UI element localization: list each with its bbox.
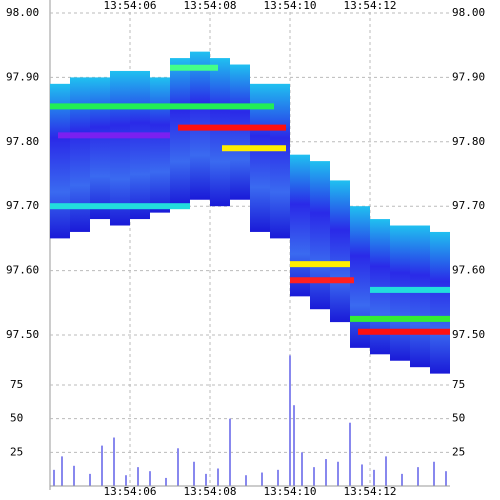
- volume-bar: [301, 452, 303, 486]
- volume-bar: [113, 437, 115, 486]
- volume-bar: [177, 448, 179, 486]
- y-tick-label: 25: [452, 445, 465, 458]
- y-tick-label: 75: [10, 378, 23, 391]
- depth-column: [390, 225, 410, 361]
- depth-column: [50, 83, 70, 239]
- volume-bar: [101, 445, 103, 486]
- volume-bar: [89, 473, 91, 486]
- depth-column: [90, 77, 110, 220]
- volume-bar: [137, 467, 139, 486]
- level-stripe: [58, 132, 170, 139]
- y-tick-label: 97.50: [452, 328, 485, 341]
- volume-bar: [217, 468, 219, 486]
- x-tick-label: 13:54:10: [264, 485, 317, 498]
- depth-column: [330, 180, 350, 323]
- volume-bar: [401, 473, 403, 486]
- level-stripe: [50, 103, 274, 110]
- volume-bar: [229, 418, 231, 486]
- depth-column: [150, 77, 170, 213]
- y-tick-label: 97.50: [6, 328, 39, 341]
- volume-bar: [205, 473, 207, 486]
- level-stripe: [350, 315, 450, 322]
- depth-column: [290, 154, 310, 297]
- volume-bar: [289, 355, 291, 486]
- volume-bar: [417, 467, 419, 486]
- y-tick-label: 97.60: [6, 264, 39, 277]
- level-stripe: [290, 261, 350, 268]
- y-tick-label: 98.00: [452, 6, 485, 19]
- depth-column: [270, 83, 290, 239]
- depth-column: [430, 231, 450, 374]
- volume-bar: [165, 477, 167, 486]
- depth-column: [310, 161, 330, 310]
- volume-bar: [361, 464, 363, 486]
- volume-bar: [261, 472, 263, 486]
- x-tick-label: 13:54:08: [184, 485, 237, 498]
- depth-column: [170, 58, 190, 207]
- y-tick-label: 50: [10, 412, 23, 425]
- y-tick-label: 50: [452, 412, 465, 425]
- volume-bar: [313, 467, 315, 486]
- volume-bar: [277, 469, 279, 486]
- level-stripe: [170, 64, 218, 71]
- volume-bar: [433, 461, 435, 486]
- x-tick-label: 13:54:08: [184, 0, 237, 12]
- y-tick-label: 25: [10, 445, 23, 458]
- depth-column: [130, 70, 150, 220]
- y-tick-label: 97.70: [452, 199, 485, 212]
- y-tick-label: 97.70: [6, 199, 39, 212]
- level-stripe: [178, 124, 286, 131]
- y-tick-label: 97.60: [452, 264, 485, 277]
- depth-column: [70, 77, 90, 232]
- y-tick-label: 97.90: [452, 70, 485, 83]
- x-tick-label: 13:54:12: [344, 0, 397, 12]
- volume-bar: [149, 471, 151, 486]
- volume-bar: [373, 469, 375, 486]
- level-stripe: [222, 145, 286, 152]
- volume-bar: [53, 469, 55, 486]
- volume-bar: [245, 475, 247, 486]
- volume-bar: [73, 465, 75, 486]
- volume-bar: [125, 475, 127, 486]
- level-stripe: [358, 328, 450, 335]
- level-stripe: [50, 203, 190, 210]
- x-tick-label: 13:54:10: [264, 0, 317, 12]
- y-tick-label: 97.80: [6, 135, 39, 148]
- depth-column: [410, 225, 430, 368]
- x-tick-label: 13:54:12: [344, 485, 397, 498]
- y-tick-label: 75: [452, 378, 465, 391]
- volume-bar: [337, 461, 339, 486]
- depth-column: [110, 70, 130, 226]
- x-tick-label: 13:54:06: [104, 0, 157, 12]
- volume-bar: [293, 405, 295, 486]
- level-stripe: [290, 277, 354, 284]
- volume-bar: [193, 461, 195, 486]
- y-tick-label: 97.80: [452, 135, 485, 148]
- depth-column: [230, 64, 250, 200]
- volume-bar: [61, 456, 63, 486]
- y-tick-label: 98.00: [6, 6, 39, 19]
- y-tick-label: 97.90: [6, 70, 39, 83]
- depth-column: [350, 206, 370, 348]
- volume-bar: [445, 471, 447, 486]
- volume-bar: [385, 456, 387, 486]
- level-stripe: [370, 286, 450, 293]
- volume-bar: [325, 459, 327, 486]
- depth-column: [210, 58, 230, 207]
- depth-column: [250, 83, 270, 232]
- x-tick-label: 13:54:06: [104, 485, 157, 498]
- volume-bar: [349, 422, 351, 486]
